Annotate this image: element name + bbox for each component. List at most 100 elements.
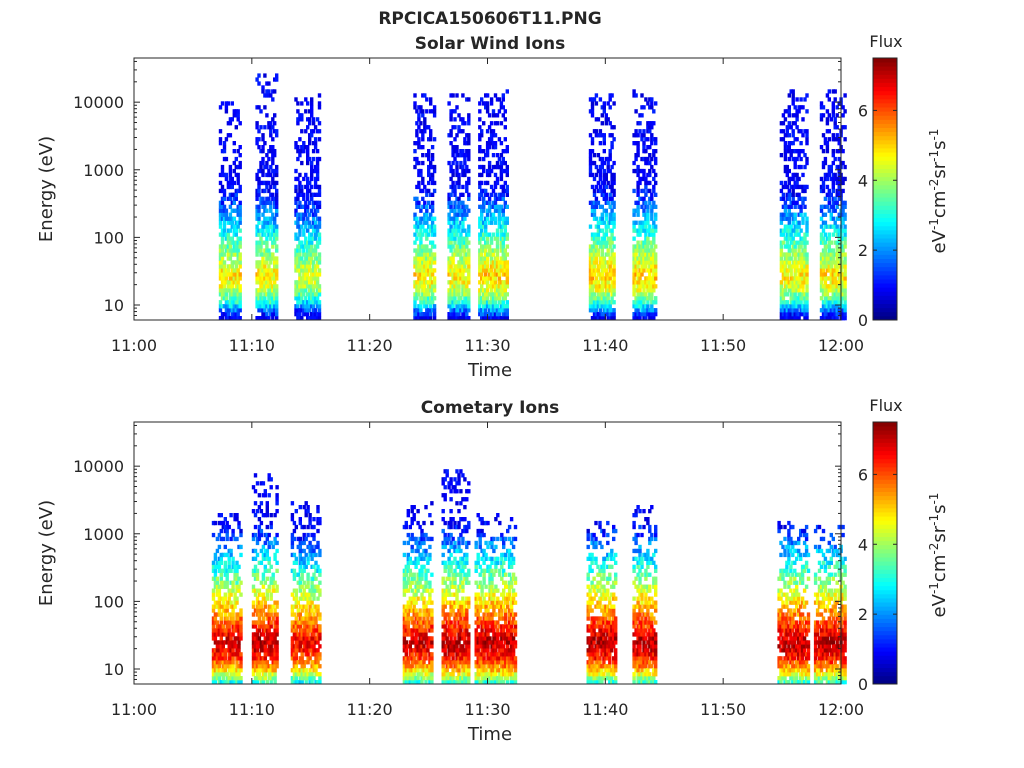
flux-cell	[803, 212, 807, 217]
flux-cell	[480, 312, 484, 317]
flux-cell	[781, 192, 786, 197]
flux-cell	[837, 252, 841, 257]
flux-cell	[300, 224, 304, 229]
flux-cell	[425, 188, 429, 194]
flux-cell	[231, 608, 235, 613]
flux-cell	[484, 153, 488, 158]
flux-cell	[453, 220, 457, 225]
flux-cell	[487, 304, 492, 309]
flux-cell	[835, 284, 839, 289]
flux-cell	[787, 256, 791, 261]
flux-cell	[497, 300, 502, 305]
flux-cell	[217, 588, 222, 593]
flux-cell	[298, 200, 302, 205]
flux-cell	[259, 276, 263, 281]
flux-cell	[823, 284, 828, 289]
flux-cell	[269, 129, 273, 134]
flux-cell	[480, 300, 484, 305]
flux-cell	[302, 228, 306, 233]
flux-cell	[596, 153, 601, 158]
flux-cell	[232, 113, 236, 118]
flux-cell	[237, 616, 241, 621]
flux-cell	[259, 604, 264, 609]
flux-cell	[220, 264, 225, 269]
flux-cell	[224, 109, 229, 114]
flux-cell	[791, 280, 795, 285]
flux-cell	[221, 640, 225, 645]
flux-cell	[459, 268, 463, 273]
flux-cell	[213, 636, 218, 641]
flux-cell	[636, 276, 640, 281]
flux-cell	[654, 224, 658, 229]
flux-cell	[317, 121, 322, 126]
flux-cell	[306, 292, 310, 297]
flux-cell	[415, 264, 419, 269]
flux-cell	[220, 236, 225, 241]
flux-cell	[787, 288, 791, 293]
flux-cell	[215, 548, 220, 554]
flux-cell	[823, 280, 828, 285]
flux-cell	[791, 176, 795, 182]
flux-cell	[465, 164, 469, 170]
flux-cell	[598, 272, 603, 277]
flux-cell	[234, 109, 238, 114]
flux-cell	[219, 644, 223, 649]
flux-cell	[463, 228, 467, 233]
flux-cell	[261, 493, 266, 498]
flux-cell	[608, 192, 612, 197]
flux-cell	[296, 288, 300, 293]
flux-cell	[829, 280, 833, 285]
flux-cell	[228, 196, 233, 201]
flux-cell	[432, 137, 437, 142]
flux-cell	[275, 292, 279, 297]
flux-cell	[224, 105, 229, 110]
flux-cell	[650, 256, 654, 261]
flux-cell	[317, 236, 322, 241]
flux-cell	[306, 244, 310, 249]
flux-cell	[233, 604, 237, 609]
flux-cell	[302, 300, 306, 305]
flux-cell	[636, 292, 640, 297]
flux-cell	[650, 192, 654, 197]
flux-cell	[419, 145, 423, 150]
flux-cell	[304, 97, 308, 102]
colorbar-step	[873, 205, 897, 210]
flux-cell	[797, 304, 801, 309]
flux-cell	[211, 676, 216, 681]
flux-cell	[833, 316, 837, 321]
flux-cell	[449, 192, 453, 197]
flux-cell	[267, 248, 271, 253]
flux-cell	[217, 668, 222, 673]
flux-cell	[612, 236, 616, 241]
colorbar-step	[873, 127, 897, 133]
flux-cell	[222, 220, 227, 225]
flux-cell	[803, 276, 807, 281]
flux-cell	[273, 612, 277, 617]
flux-cell	[223, 620, 227, 625]
flux-cell	[821, 133, 826, 138]
flux-cell	[598, 220, 603, 225]
flux-cell	[827, 252, 831, 257]
flux-cell	[417, 272, 421, 277]
flux-cell	[222, 264, 227, 269]
flux-cell	[787, 224, 791, 229]
flux-cell	[636, 149, 640, 154]
flux-cell	[455, 280, 459, 285]
colorbar-step	[873, 135, 897, 141]
flux-cell	[259, 240, 263, 245]
flux-cell	[648, 129, 652, 134]
flux-cell	[594, 240, 599, 245]
flux-cell	[224, 176, 229, 182]
flux-cell	[610, 93, 614, 98]
flux-cell	[652, 288, 656, 293]
flux-cell	[255, 612, 260, 617]
flux-cell	[837, 232, 841, 237]
flux-cell	[478, 248, 482, 253]
flux-cell	[419, 300, 423, 305]
flux-cell	[238, 188, 242, 194]
flux-cell	[253, 608, 258, 613]
flux-cell	[308, 284, 312, 289]
flux-cell	[271, 308, 275, 313]
flux-cell	[296, 312, 300, 317]
flux-cell	[222, 268, 227, 273]
